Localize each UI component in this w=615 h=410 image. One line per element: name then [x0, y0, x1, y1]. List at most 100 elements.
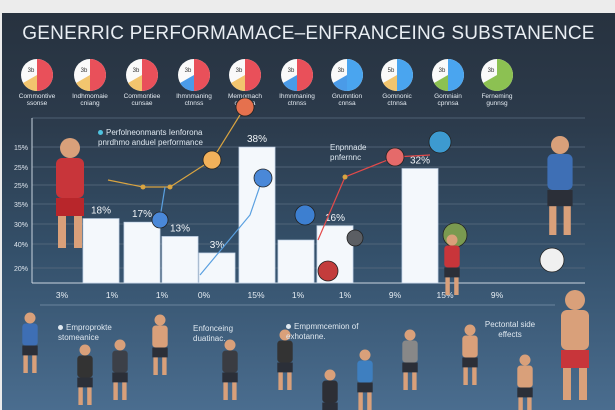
decorative-ball-icon — [539, 247, 565, 273]
athlete-head-icon — [324, 369, 336, 381]
y-tick-label: 15% — [14, 145, 28, 152]
trend-line — [107, 114, 241, 188]
athlete-head-icon — [519, 354, 531, 366]
athlete-body-icon — [357, 360, 373, 383]
pie-caption: Gomnonic — [382, 93, 412, 100]
athlete-leg-icon — [527, 397, 532, 410]
note-text: Enfonceing duatinac. — [193, 324, 234, 343]
athlete-shorts-icon — [22, 345, 38, 356]
note-bottom-4: Pectontal side effects — [480, 320, 540, 340]
athlete-head-icon — [24, 312, 36, 324]
pie-caption: Grumntion — [332, 93, 363, 100]
athlete-head-icon — [404, 329, 416, 341]
note-top-left: Perfolneonmants Ienforona pnrdhmo anduel… — [98, 128, 208, 148]
decorative-ball-icon — [294, 204, 316, 226]
athlete-leg-icon — [367, 392, 372, 410]
athlete-leg-icon — [445, 277, 450, 295]
trend-point — [167, 184, 173, 190]
athlete-body-icon — [222, 350, 238, 373]
pie-caption: ctnnss — [288, 100, 308, 107]
bar-value-label: 32% — [410, 156, 430, 167]
pie-slice — [383, 75, 397, 92]
note-bottom-1: Emproprokte stomeanice — [58, 323, 128, 343]
pie-caption: gunnsg — [486, 100, 508, 107]
pie-slice — [448, 59, 464, 91]
athlete-leg-icon — [23, 355, 28, 373]
pie-slice — [297, 59, 313, 91]
athlete-body-icon — [77, 355, 93, 378]
note-text: Perfolneonmants Ienforona pnrdhmo anduel… — [98, 128, 203, 147]
trend-line — [317, 154, 431, 241]
note-text: Emproprokte stomeanice — [58, 323, 112, 342]
pie-slice — [347, 59, 363, 91]
pie-slice — [397, 59, 413, 91]
pie-slice — [283, 75, 297, 92]
pie-caption: cpnnsa — [438, 100, 459, 107]
pie-caption: Ferneming — [481, 93, 512, 100]
athlete-head-icon — [224, 339, 236, 351]
decorative-ball-icon — [151, 211, 169, 229]
y-tick-label: 20% — [14, 266, 28, 273]
x-tick-label: 15% — [436, 290, 453, 300]
pie-slice — [180, 75, 194, 92]
athlete-body-icon — [277, 340, 293, 363]
bar — [401, 168, 439, 284]
athlete-head-icon — [114, 339, 126, 351]
pie-caption: ssonse — [27, 100, 48, 107]
pie-caption: Commontiee — [124, 93, 161, 100]
pie-caption: Memomach — [228, 93, 262, 100]
x-tick-label: 15% — [247, 290, 264, 300]
trend-line — [199, 179, 263, 276]
bar — [238, 146, 276, 284]
decorative-ball-icon — [385, 147, 405, 167]
x-tick-label: 3% — [56, 290, 69, 300]
athlete-leg-icon — [162, 357, 167, 375]
pie-slice — [90, 59, 106, 91]
pie-caption: Ihmnmaning — [279, 93, 315, 100]
athlete-leg-icon — [454, 277, 459, 295]
pie-slice — [194, 59, 210, 91]
athlete-leg-icon — [122, 382, 127, 400]
decorative-ball-icon — [317, 260, 339, 282]
bar — [198, 252, 236, 284]
athlete-head-icon — [154, 314, 166, 326]
athlete-leg-icon — [563, 206, 571, 235]
pie-label: 3b — [338, 68, 345, 74]
athlete-leg-icon — [78, 387, 83, 405]
pie-caption: cniang — [80, 100, 100, 107]
pie-slice — [245, 59, 261, 91]
y-tick-label: 25% — [14, 165, 28, 172]
pie-label: 3b — [185, 68, 192, 74]
x-tick-label: 1% — [156, 290, 169, 300]
athlete-leg-icon — [223, 382, 228, 400]
bar-value-label: 3% — [210, 240, 225, 251]
athlete-leg-icon — [358, 392, 363, 410]
bar — [123, 221, 161, 284]
athlete-body-icon — [444, 245, 460, 268]
athlete-body-icon — [322, 380, 338, 403]
pie-slice — [76, 75, 90, 92]
bar — [82, 218, 120, 284]
athlete-shorts-icon — [77, 377, 93, 388]
athlete-shorts-icon — [462, 357, 478, 368]
trend-point — [140, 184, 146, 190]
pie-slice — [497, 59, 513, 91]
athlete-shorts-icon — [277, 362, 293, 373]
decorative-ball-icon — [428, 130, 452, 154]
note-bottom-3: Empmmcemion of exhotanne. — [286, 322, 366, 342]
pie-slice — [333, 75, 347, 92]
x-tick-label: 9% — [491, 290, 504, 300]
decorative-ball-icon — [202, 150, 222, 170]
pie-slice — [128, 75, 142, 92]
athlete-leg-icon — [74, 216, 82, 248]
pie-caption: ctnnss — [185, 100, 205, 107]
athlete-leg-icon — [549, 206, 557, 235]
athlete-body-icon — [22, 323, 38, 346]
athlete-leg-icon — [472, 367, 477, 385]
note-text: Pectontal side effects — [484, 320, 536, 339]
athlete-body-icon — [152, 325, 168, 348]
athlete-head-icon — [359, 349, 371, 361]
athlete-shorts-icon — [222, 372, 238, 383]
note-text: Enpnnade pnfernnc — [330, 143, 367, 162]
